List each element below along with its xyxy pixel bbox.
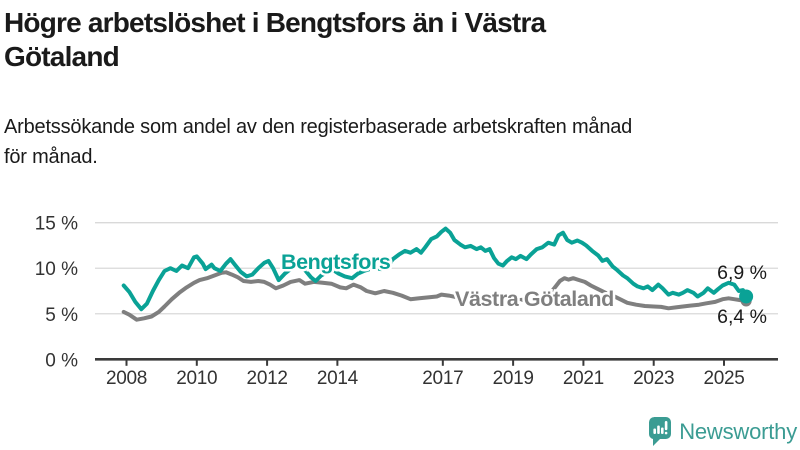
y-tick-label-15: 15 % [35,214,78,235]
chart-description: Arbetssökande som andel av den registerb… [4,112,794,172]
y-tick-label-5: 5 % [45,305,78,326]
description-line-2: för månad. [4,146,98,168]
series-end-dot-bengtsfors [739,289,754,304]
newsworthy-wordmark: Newsworthy [679,418,797,444]
x-tick-label-2019: 2019 [493,368,534,389]
x-tick-label-2014: 2014 [317,368,359,389]
y-tick-label-10: 10 % [35,259,78,280]
chart-area: 0 % 5 % 10 % 15 % 2008 2010 2012 2014 2017 2019 20… [0,195,800,400]
newsworthy-logo-icon [649,417,672,446]
x-tick-label-2012: 2012 [247,368,288,389]
x-tick-label-2021: 2021 [563,368,604,389]
series-line-v-stra-g-taland [121,270,749,322]
series-label-bengtsfors: Bengtsfors [281,250,391,274]
newsworthy-branding: Newsworthy [649,417,797,446]
x-tick-label-2010: 2010 [176,368,217,389]
end-value-label-bengtsfors: 6,9 % [717,262,767,284]
description-line-1: Arbetssökande som andel av den registerb… [4,116,633,138]
series-label-v-stra-g-taland: Västra Götaland [455,287,614,311]
series-line-bengtsfors [121,226,749,312]
x-tick-label-2023: 2023 [633,368,674,389]
unemployment-line-chart: 0 % 5 % 10 % 15 % 2008 2010 2012 2014 2017 2019 20… [35,214,778,389]
y-tick-label-0: 0 % [45,350,78,371]
end-value-label-v-stra-g-taland: 6,4 % [717,306,767,328]
x-tick-label-2017: 2017 [422,368,463,389]
chart-headline: Högre arbetslöshet i Bengtsfors än i Väs… [4,6,644,74]
headline-line-1: Högre arbetslöshet i Bengtsfors än i Väs… [4,7,546,38]
x-tick-label-2008: 2008 [106,368,147,389]
x-tick-label-2025: 2025 [703,368,744,389]
headline-line-2: Götaland [4,41,120,72]
